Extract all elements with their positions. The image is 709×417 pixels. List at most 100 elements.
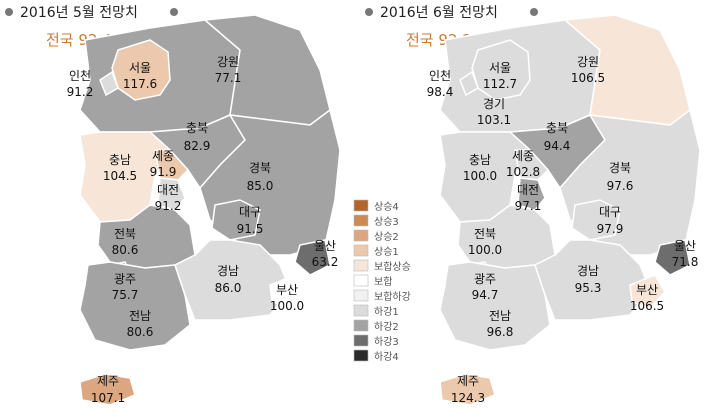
region-daejeon — [157, 177, 186, 211]
title-dot-right-icon — [530, 8, 538, 16]
region-name-jeonbuk: 전북 — [474, 227, 496, 241]
legend-label: 상승3 — [374, 216, 399, 228]
region-name-jeju: 제주 — [457, 374, 479, 388]
region-ulsan — [654, 239, 691, 276]
legend-label: 하강1 — [374, 305, 399, 318]
region-name-jeonnam: 전남 — [129, 309, 151, 323]
legend-swatch — [353, 289, 369, 302]
region-name-daejeon: 대전 — [517, 183, 539, 197]
region-value-jeonnam: 96.8 — [487, 325, 514, 339]
region-name-gyeonggi: 경기 — [483, 97, 505, 111]
region-name-busan: 부산 — [276, 283, 298, 297]
region-gyeongnam — [534, 239, 651, 321]
region-value-sejong: 91.9 — [150, 165, 177, 179]
legend-swatch — [353, 199, 369, 212]
region-value-ulsan: 63.2 — [312, 255, 339, 269]
region-name-chungbuk: 충북 — [186, 121, 208, 135]
region-value-gyeongnam: 95.3 — [575, 281, 602, 295]
region-daejeon — [517, 177, 546, 211]
region-value-gwangju: 75.7 — [112, 288, 139, 302]
map-title: 2016년 6월 전망치 — [380, 5, 498, 21]
title-dot-right-icon — [170, 8, 178, 16]
region-value-gyeonggi: 103.1 — [477, 113, 511, 127]
legend-label: 하강2 — [374, 320, 399, 333]
region-sejong — [154, 149, 190, 181]
region-name-sejong: 세종 — [512, 149, 534, 163]
legend-swatch — [353, 274, 369, 287]
region-daegu — [211, 199, 261, 241]
legend-label: 보합 — [374, 276, 392, 288]
legend-label: 하강3 — [374, 335, 399, 348]
region-name-incheon: 인천 — [69, 68, 91, 83]
legend-label: 상승4 — [374, 201, 399, 213]
region-name-chungbuk: 충북 — [546, 121, 568, 135]
region-value-incheon: 98.4 — [427, 85, 454, 99]
legend-swatch — [353, 229, 369, 242]
region-name-daegu: 대구 — [599, 205, 621, 219]
region-jeju — [439, 373, 496, 406]
region-value-ulsan: 71.8 — [672, 255, 699, 269]
region-daegu — [571, 199, 621, 241]
region-name-seoul: 서울 — [129, 61, 151, 75]
region-value-seoul: 117.6 — [123, 77, 157, 91]
legend-swatch — [353, 349, 369, 362]
legend-label: 상승2 — [374, 231, 399, 243]
region-value-gyeongbuk: 85.0 — [247, 179, 274, 193]
region-incheon — [459, 70, 479, 97]
region-name-ulsan: 울산 — [314, 239, 336, 253]
region-value-chungbuk: 94.4 — [544, 139, 571, 153]
region-sejong — [514, 149, 550, 181]
region-value-gyeongnam: 86.0 — [215, 281, 242, 295]
region-value-jeonbuk: 100.0 — [468, 243, 502, 257]
legend-swatch — [353, 244, 369, 257]
legend-swatch — [353, 259, 369, 272]
region-name-ulsan: 울산 — [674, 239, 696, 253]
title-dot-left-icon — [365, 8, 373, 16]
region-name-jeju: 제주 — [97, 374, 119, 388]
region-name-gangwon: 강원 — [577, 55, 599, 69]
region-name-gwangju: 광주 — [474, 272, 496, 286]
region-value-daejeon: 91.2 — [155, 199, 182, 213]
region-name-chungnam: 충남 — [109, 153, 131, 167]
region-value-daegu: 97.9 — [597, 222, 624, 236]
region-jeonnam — [79, 261, 191, 351]
region-name-gyeongnam: 경남 — [217, 264, 239, 278]
region-seoul — [471, 39, 531, 101]
region-name-daejeon: 대전 — [157, 183, 179, 197]
region-name-sejong: 세종 — [152, 149, 174, 163]
region-value-busan: 106.5 — [630, 299, 664, 313]
map-title: 2016년 5월 전망치 — [20, 5, 138, 21]
region-value-gyeongbuk: 97.6 — [607, 179, 634, 193]
region-value-gangwon: 77.1 — [215, 71, 242, 85]
region-incheon — [99, 70, 119, 97]
region-name-jeonbuk: 전북 — [114, 227, 136, 241]
legend-swatch — [353, 214, 369, 227]
legend-swatch — [353, 334, 369, 347]
region-value-jeju: 107.1 — [91, 391, 125, 405]
region-value-daegu: 91.5 — [237, 222, 264, 236]
legend-label: 상승1 — [374, 246, 399, 258]
region-value-jeonnam: 80.6 — [127, 325, 154, 339]
region-busan — [629, 274, 666, 309]
region-name-daegu: 대구 — [239, 205, 261, 219]
legend-label: 하강4 — [374, 350, 399, 363]
region-value-daejeon: 97.1 — [515, 199, 542, 213]
region-value-sejong: 102.8 — [506, 165, 540, 179]
region-value-gangwon: 106.5 — [571, 71, 605, 85]
region-busan — [269, 274, 306, 309]
region-value-busan: 100.0 — [270, 299, 304, 313]
region-name-gwangju: 광주 — [114, 272, 136, 286]
region-value-seoul: 112.7 — [483, 77, 517, 91]
region-value-incheon: 91.2 — [67, 85, 94, 99]
region-value-gwangju: 94.7 — [472, 288, 499, 302]
legend-label: 보합하강 — [374, 290, 411, 303]
region-name-gyeongbuk: 경북 — [609, 161, 631, 175]
region-seoul — [111, 39, 171, 101]
region-value-jeju: 124.3 — [451, 391, 485, 405]
region-jeonnam — [439, 261, 551, 351]
region-jeju — [79, 373, 136, 406]
title-dot-left-icon — [5, 8, 13, 16]
